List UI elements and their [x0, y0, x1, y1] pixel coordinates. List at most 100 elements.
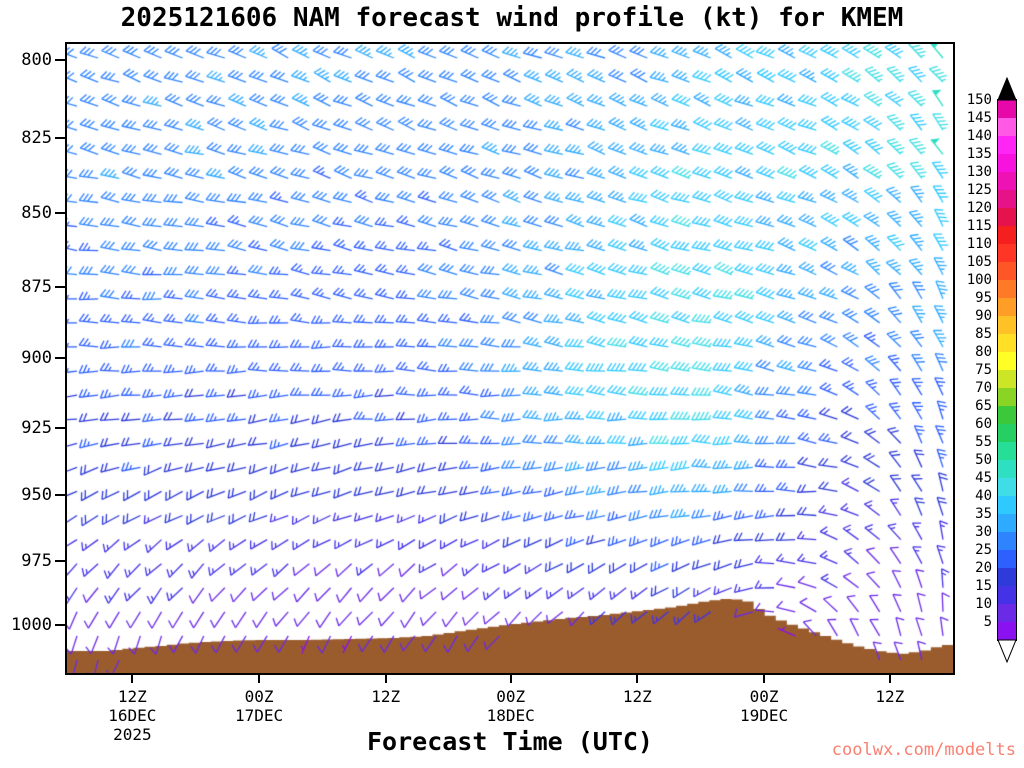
colorbar-segment: [998, 190, 1016, 208]
y-tick-label: 925: [21, 417, 52, 438]
colorbar-strip: [997, 99, 1017, 641]
y-tick-label: 900: [21, 348, 52, 369]
x-tick-label: 00Z 17DEC: [234, 687, 284, 725]
colorbar-segment: [998, 478, 1016, 496]
colorbar-segment: [998, 334, 1016, 352]
colorbar-label: 10: [975, 596, 992, 612]
colorbar-segment: [998, 208, 1016, 226]
chart-title: 2025121606 NAM forecast wind profile (kt…: [120, 3, 904, 33]
colorbar-label: 75: [975, 362, 992, 378]
y-tick-mark: [55, 285, 65, 288]
colorbar-label: 5: [983, 614, 992, 630]
colorbar-label: 150: [966, 92, 992, 108]
colorbar-segment: [998, 100, 1016, 118]
x-tick-label: 12Z: [371, 687, 401, 706]
colorbar-label: 45: [975, 470, 992, 486]
colorbar-segment: [998, 226, 1016, 244]
y-tick-mark: [55, 624, 65, 627]
colorbar-label: 120: [966, 200, 992, 216]
wind-barb-canvas: [67, 44, 953, 673]
colorbar-segment: [998, 388, 1016, 406]
x-tick-label: 12Z: [622, 687, 652, 706]
colorbar-segment: [998, 298, 1016, 316]
colorbar-label: 95: [975, 290, 992, 306]
colorbar-label: 15: [975, 578, 992, 594]
x-tick-mark: [258, 673, 261, 683]
plot-area: [65, 42, 955, 675]
y-tick-label: 975: [21, 551, 52, 572]
colorbar-segment: [998, 262, 1016, 280]
colorbar-label: 60: [975, 416, 992, 432]
x-tick-mark: [131, 673, 134, 683]
colorbar-segment: [998, 442, 1016, 460]
colorbar-segment: [998, 622, 1016, 640]
colorbar-segment: [998, 604, 1016, 622]
colorbar-segment: [998, 460, 1016, 478]
colorbar-label: 55: [975, 434, 992, 450]
colorbar-label: 25: [975, 542, 992, 558]
x-tick-mark: [636, 673, 639, 683]
y-tick-mark: [55, 426, 65, 429]
y-tick-mark: [55, 494, 65, 497]
colorbar-label: 40: [975, 488, 992, 504]
colorbar-segment: [998, 532, 1016, 550]
x-tick-label: 00Z 18DEC: [486, 687, 535, 725]
x-tick-label: 12Z 16DEC 2025: [108, 687, 157, 744]
colorbar-segment: [998, 370, 1016, 388]
colorbar-label: 20: [975, 560, 992, 576]
colorbar-label: 80: [975, 344, 992, 360]
colorbar-label: 125: [966, 182, 992, 198]
y-tick-label: 800: [21, 49, 52, 70]
y-tick-mark: [55, 357, 65, 360]
colorbar-segment: [998, 550, 1016, 568]
colorbar-label: 140: [966, 128, 992, 144]
y-tick-label: 850: [21, 203, 52, 224]
colorbar-segment: [998, 244, 1016, 262]
y-tick-mark: [55, 136, 65, 139]
colorbar-segment: [998, 154, 1016, 172]
colorbar-segment: [998, 280, 1016, 298]
colorbar-label: 65: [975, 398, 992, 414]
y-tick-label: 825: [21, 127, 52, 148]
x-tick-mark: [384, 673, 387, 683]
x-tick-mark: [509, 673, 512, 683]
colorbar-segment: [998, 514, 1016, 532]
colorbar-label: 70: [975, 380, 992, 396]
colorbar-segment: [998, 316, 1016, 334]
colorbar-segment: [998, 136, 1016, 154]
y-tick-mark: [55, 58, 65, 61]
colorbar-label: 115: [966, 218, 992, 234]
colorbar-segment: [998, 172, 1016, 190]
colorbar-label: 105: [966, 254, 992, 270]
y-tick-label: 875: [21, 276, 52, 297]
colorbar-label: 35: [975, 506, 992, 522]
y-tick-mark: [55, 212, 65, 215]
colorbar-segment: [998, 586, 1016, 604]
x-tick-label: 12Z: [875, 687, 905, 706]
x-axis-label: Forecast Time (UTC): [367, 727, 653, 756]
colorbar-label: 110: [966, 236, 992, 252]
colorbar-segment: [998, 406, 1016, 424]
colorbar-top-arrow-icon: [997, 77, 1017, 101]
colorbar-label: 50: [975, 452, 992, 468]
colorbar-bottom-arrow-icon: [997, 639, 1017, 663]
x-tick-label: 00Z 19DEC: [739, 687, 789, 725]
colorbar-label: 100: [966, 272, 992, 288]
colorbar-segment: [998, 424, 1016, 442]
colorbar-segment: [998, 118, 1016, 136]
colorbar-segment: [998, 496, 1016, 514]
colorbar-label: 85: [975, 326, 992, 342]
colorbar-label: 135: [966, 146, 992, 162]
x-tick-mark: [763, 673, 766, 683]
colorbar-label: 90: [975, 308, 992, 324]
watermark: coolwx.com/modelts: [831, 740, 1016, 760]
y-tick-mark: [55, 560, 65, 563]
colorbar-label: 145: [966, 110, 992, 126]
y-tick-label: 1000: [11, 615, 52, 636]
y-tick-label: 950: [21, 485, 52, 506]
colorbar-segment: [998, 568, 1016, 586]
colorbar-segment: [998, 352, 1016, 370]
colorbar-label: 130: [966, 164, 992, 180]
x-tick-mark: [888, 673, 891, 683]
